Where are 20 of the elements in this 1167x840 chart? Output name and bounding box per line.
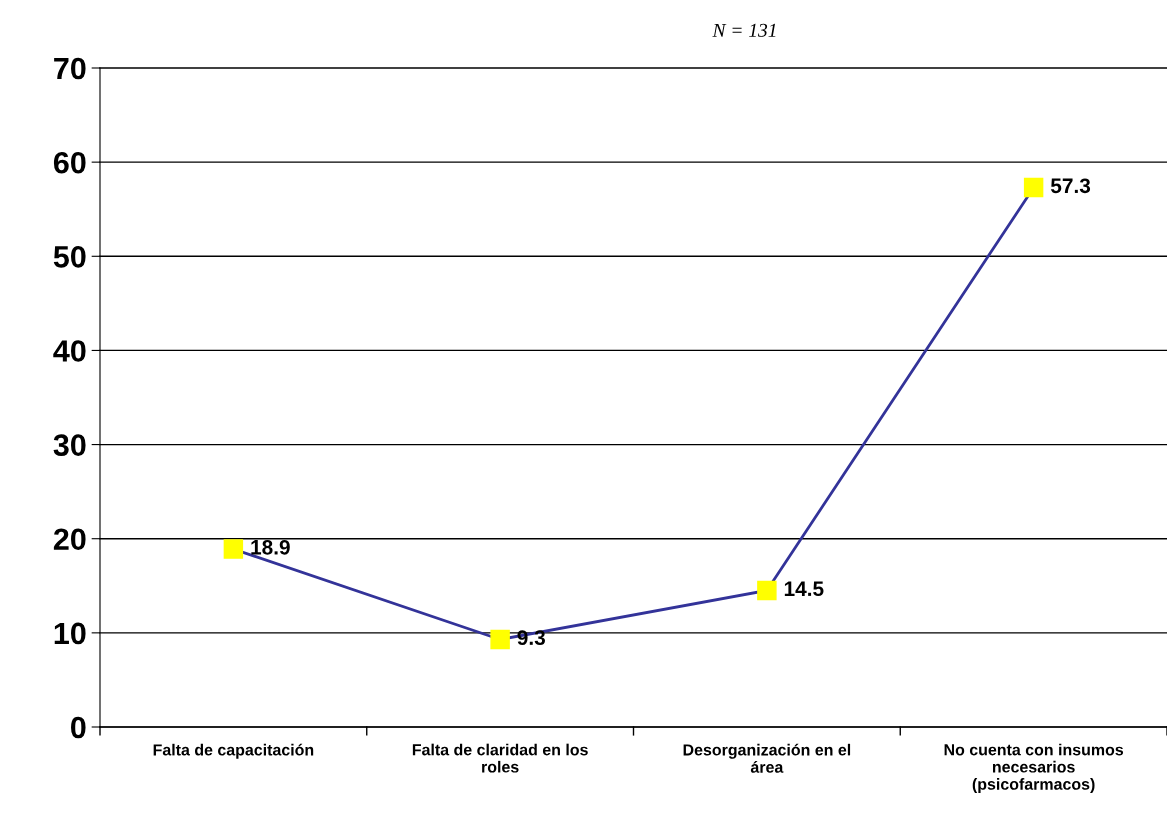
x-tick-label: Desorganización en el área <box>683 743 851 773</box>
y-tick-label: 60 <box>53 151 86 174</box>
point <box>223 539 244 559</box>
y-tick-label: 70 <box>54 57 86 80</box>
data-label: 18.9 <box>251 539 290 555</box>
x-tick-label: Falta de claridad en los roles <box>412 743 588 773</box>
y-tick-label: 50 <box>53 246 86 268</box>
y-tick-label: 10 <box>54 622 86 645</box>
point <box>490 629 510 650</box>
x-tick-label: Falta de capacitación <box>153 743 314 759</box>
y-tick-label: 20 <box>53 528 86 551</box>
y-tick-label: 0 <box>71 716 86 739</box>
point <box>757 580 777 601</box>
chart-title: N = 131 <box>712 23 776 37</box>
data-label: 14.5 <box>784 581 824 597</box>
y-tick-label: 40 <box>53 340 86 362</box>
x-tick-label: No cuenta con insumos necesarios (psicofarmacos) <box>944 743 1124 793</box>
data-label: 57.3 <box>1050 178 1091 194</box>
point <box>1023 177 1044 198</box>
y-tick-label: 30 <box>53 434 86 456</box>
